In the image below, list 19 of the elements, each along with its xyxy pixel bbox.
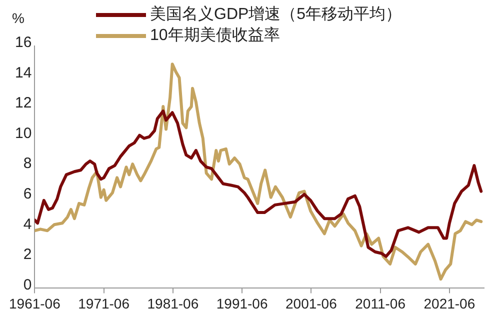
- y-tick-label: 8: [23, 155, 32, 172]
- legend-label: 美国名义GDP增速（5年移动平均）: [150, 4, 402, 25]
- y-tick-label: 4: [23, 216, 32, 233]
- legend-label: 10年期美债收益率: [150, 26, 280, 46]
- x-tick-label: 1961-06: [8, 295, 61, 312]
- y-tick-label: 14: [14, 64, 32, 82]
- x-tick-label: 2021-06: [424, 295, 476, 312]
- x-tick-label: 1971-06: [78, 295, 130, 312]
- y-tick-label: 2: [23, 246, 32, 264]
- x-tick-label: 2011-06: [355, 295, 406, 312]
- y-tick-label: 6: [23, 186, 32, 203]
- y-tick-label: 12: [14, 94, 32, 112]
- y-tick-label: 16: [14, 34, 32, 52]
- y-tick-label: 10: [14, 124, 32, 142]
- x-tick-label: 1991-06: [216, 295, 268, 312]
- y-tick-label: 0: [23, 276, 32, 294]
- x-tick-label: 2001-06: [285, 295, 338, 312]
- x-tick-label: 1981-06: [147, 295, 199, 312]
- y-axis-title: %: [12, 10, 24, 26]
